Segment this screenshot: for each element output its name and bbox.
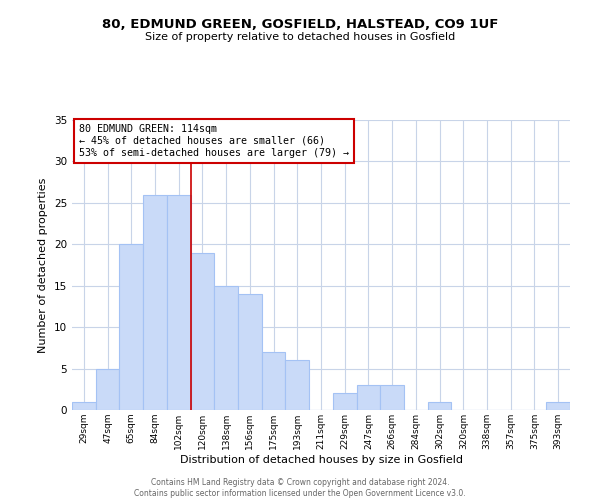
Bar bbox=[191, 252, 214, 410]
Bar bbox=[428, 402, 451, 410]
Bar bbox=[167, 194, 191, 410]
X-axis label: Distribution of detached houses by size in Gosfield: Distribution of detached houses by size … bbox=[179, 454, 463, 464]
Bar bbox=[238, 294, 262, 410]
Bar bbox=[356, 385, 380, 410]
Bar bbox=[546, 402, 570, 410]
Text: Contains HM Land Registry data © Crown copyright and database right 2024.
Contai: Contains HM Land Registry data © Crown c… bbox=[134, 478, 466, 498]
Bar bbox=[380, 385, 404, 410]
Text: Size of property relative to detached houses in Gosfield: Size of property relative to detached ho… bbox=[145, 32, 455, 42]
Bar bbox=[96, 368, 119, 410]
Bar bbox=[119, 244, 143, 410]
Bar bbox=[262, 352, 286, 410]
Bar bbox=[143, 194, 167, 410]
Bar bbox=[286, 360, 309, 410]
Bar bbox=[214, 286, 238, 410]
Text: 80 EDMUND GREEN: 114sqm
← 45% of detached houses are smaller (66)
53% of semi-de: 80 EDMUND GREEN: 114sqm ← 45% of detache… bbox=[79, 124, 349, 158]
Bar bbox=[72, 402, 96, 410]
Bar bbox=[333, 394, 356, 410]
Y-axis label: Number of detached properties: Number of detached properties bbox=[38, 178, 49, 352]
Text: 80, EDMUND GREEN, GOSFIELD, HALSTEAD, CO9 1UF: 80, EDMUND GREEN, GOSFIELD, HALSTEAD, CO… bbox=[102, 18, 498, 30]
